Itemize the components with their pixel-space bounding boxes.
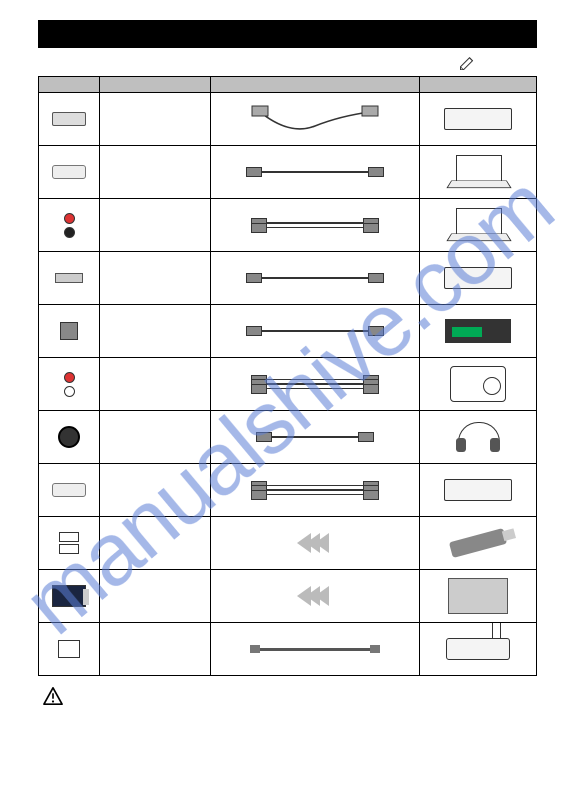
type-cell — [100, 358, 211, 411]
col-header-cable — [211, 77, 420, 93]
vga-connector-icon — [41, 466, 97, 514]
table-row — [39, 252, 537, 305]
type-cell — [100, 411, 211, 464]
dvd-player-icon — [422, 466, 534, 514]
camcorder-icon — [422, 360, 534, 408]
rca-audio-connector-icon — [41, 201, 97, 249]
pencil-icon — [459, 56, 477, 70]
scart-cable-icon — [213, 95, 417, 143]
col-header-type — [100, 77, 211, 93]
table-row — [39, 93, 537, 146]
type-cell — [100, 146, 211, 199]
type-cell — [100, 252, 211, 305]
warning-row — [38, 686, 537, 711]
warning-triangle-icon — [42, 686, 64, 706]
lan-connector-icon — [41, 625, 97, 673]
connections-table — [38, 76, 537, 676]
direct-insert-icon — [213, 572, 417, 620]
laptop-icon — [422, 201, 534, 249]
audio-cable-icon — [213, 413, 417, 461]
page — [0, 0, 575, 731]
direct-insert-icon — [213, 519, 417, 567]
vga-connector-icon — [41, 148, 97, 196]
usb-stick-icon — [422, 519, 534, 567]
rca-minijack-cable-icon — [213, 201, 417, 249]
ci-card-icon — [422, 572, 534, 620]
ci-slot-icon — [41, 572, 97, 620]
type-cell — [100, 570, 211, 623]
composite-cable-icon — [213, 360, 417, 408]
type-cell — [100, 93, 211, 146]
usb-connector-icon — [41, 519, 97, 567]
vga-component-cable-icon — [213, 466, 417, 514]
table-row — [39, 146, 537, 199]
rca-av-connector-icon — [41, 360, 97, 408]
optical-cable-icon — [213, 307, 417, 355]
table-row — [39, 199, 537, 252]
dvd-player-icon — [422, 95, 534, 143]
router-icon — [422, 625, 534, 673]
dvd-player-icon — [422, 254, 534, 302]
col-header-connector — [39, 77, 100, 93]
table-row — [39, 358, 537, 411]
table-row — [39, 517, 537, 570]
type-cell — [100, 199, 211, 252]
table-row — [39, 411, 537, 464]
note-icon-row — [38, 56, 537, 70]
type-cell — [100, 464, 211, 517]
type-cell — [100, 305, 211, 358]
col-header-device — [420, 77, 537, 93]
headphones-icon — [422, 413, 534, 461]
type-cell — [100, 623, 211, 676]
vga-cable-icon — [213, 148, 417, 196]
table-row — [39, 623, 537, 676]
type-cell — [100, 517, 211, 570]
table-row — [39, 570, 537, 623]
hdmi-connector-icon — [41, 254, 97, 302]
laptop-icon — [422, 148, 534, 196]
section-header-bar — [38, 20, 537, 48]
amplifier-icon — [422, 307, 534, 355]
ethernet-cable-icon — [213, 625, 417, 673]
scart-connector-icon — [41, 95, 97, 143]
table-header-row — [39, 77, 537, 93]
table-row — [39, 305, 537, 358]
headphone-jack-icon — [41, 413, 97, 461]
hdmi-cable-icon — [213, 254, 417, 302]
table-row — [39, 464, 537, 517]
optical-connector-icon — [41, 307, 97, 355]
